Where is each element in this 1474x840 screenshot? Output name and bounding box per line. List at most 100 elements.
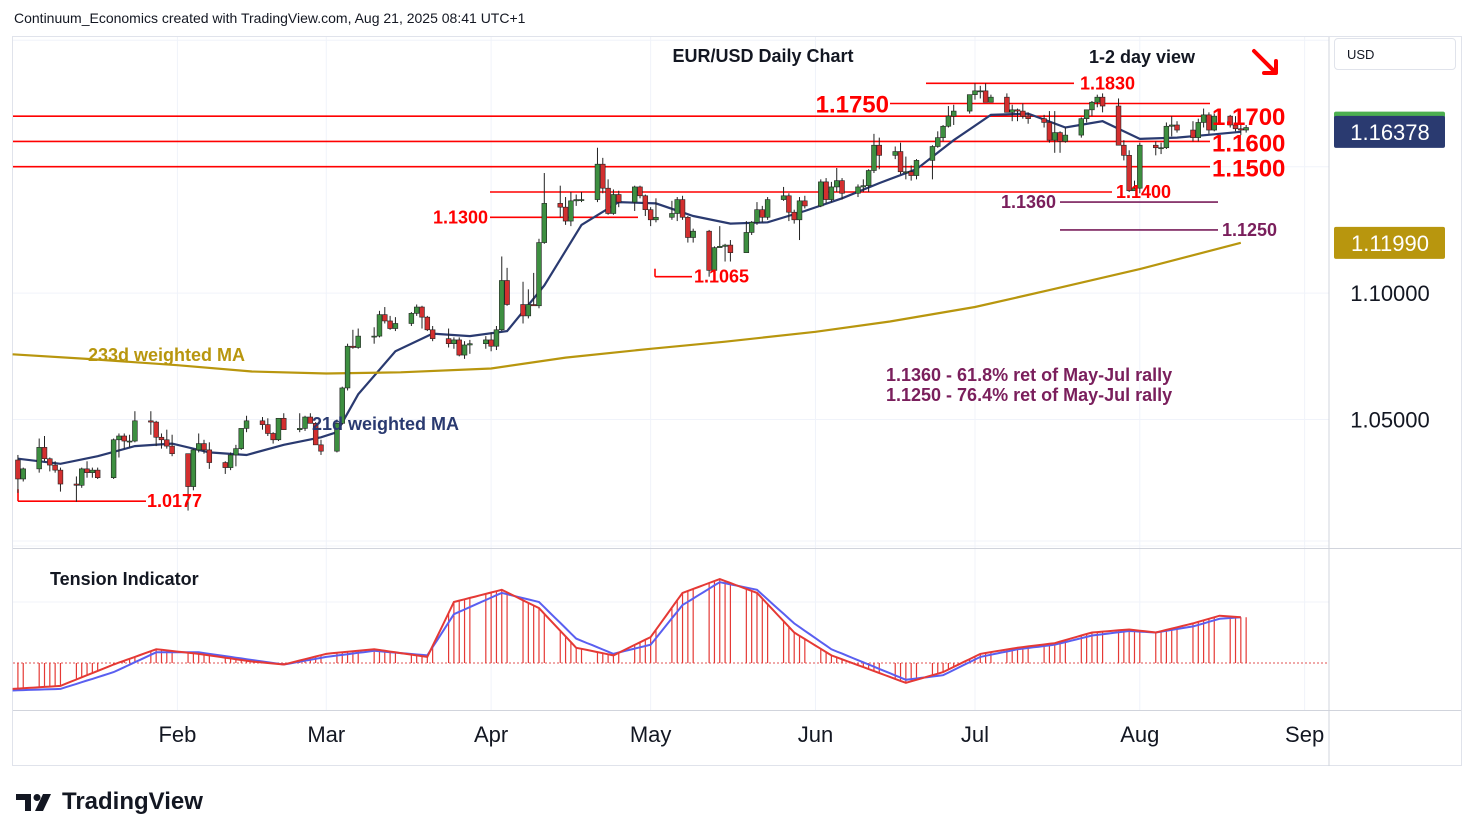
candle-body <box>408 313 415 324</box>
candle-body <box>605 187 611 214</box>
candle-body <box>355 335 361 348</box>
price-badge: 1.16378 <box>1334 115 1445 148</box>
candle <box>238 428 244 450</box>
candle-body <box>717 246 723 248</box>
candle <box>1206 112 1212 134</box>
candle <box>935 131 941 148</box>
currency-button[interactable]: USD <box>1334 38 1456 70</box>
candle <box>748 221 755 235</box>
candle-body <box>456 339 462 356</box>
candle-body <box>706 230 712 271</box>
candle-body <box>1211 115 1217 131</box>
candle <box>966 94 973 114</box>
candle-body <box>674 199 680 214</box>
candle-body <box>642 195 649 210</box>
candle <box>132 411 138 443</box>
candle <box>334 419 340 453</box>
ma-21d-label: 21d weighted MA <box>312 414 459 434</box>
candle-body <box>562 206 569 222</box>
candle <box>116 433 122 458</box>
candle-body <box>1206 114 1212 131</box>
candle-body <box>376 314 383 337</box>
candle <box>52 461 58 473</box>
candle <box>169 434 175 457</box>
candle-body <box>238 428 244 449</box>
candle <box>834 167 840 192</box>
candle <box>94 467 101 479</box>
candle-body <box>79 468 85 486</box>
candle-body <box>743 232 750 253</box>
candle <box>445 328 452 348</box>
candle <box>913 159 920 180</box>
candle-body <box>318 444 324 452</box>
candle-body <box>834 180 840 188</box>
candle-body <box>982 90 989 103</box>
candle-body <box>796 200 803 221</box>
candle-body <box>828 186 835 200</box>
candle <box>110 438 117 479</box>
candle <box>1057 131 1063 153</box>
y-tick-label: 1.10000 <box>1350 281 1430 306</box>
candle <box>818 179 824 208</box>
tension-indicator-label: Tension Indicator <box>50 569 199 589</box>
candle-body <box>1153 144 1159 149</box>
candle-body <box>424 316 431 331</box>
bearish-arrow-icon <box>1252 49 1278 75</box>
candle <box>637 185 643 199</box>
fib-76-4-annotation: 1.1250 - 76.4% ret of May-Jul rally <box>886 385 1172 405</box>
candle <box>679 195 686 220</box>
candle <box>1094 94 1100 108</box>
candle <box>1052 111 1058 153</box>
candle <box>185 453 191 511</box>
candle-body <box>116 435 122 441</box>
candle-body <box>445 338 452 345</box>
level-label-1-1700: 1.1700 <box>1212 104 1285 131</box>
candle <box>419 305 425 329</box>
candle <box>504 267 510 306</box>
tradingview-logo-icon <box>16 794 51 811</box>
candle-body <box>786 195 792 213</box>
candle <box>84 461 90 478</box>
candle <box>647 207 654 227</box>
candle <box>233 444 239 467</box>
candle <box>823 178 829 204</box>
candle <box>57 467 64 492</box>
candle <box>1232 116 1239 132</box>
level-label-1-1400: 1.1400 <box>1116 182 1171 202</box>
candle <box>164 429 170 449</box>
candle-body <box>339 387 345 424</box>
chart-title: EUR/USD Daily Chart <box>672 46 853 66</box>
candle-body <box>185 453 191 487</box>
candle <box>339 386 345 425</box>
candle <box>387 315 393 330</box>
candle <box>828 181 835 203</box>
candle-body <box>1174 124 1180 131</box>
candle-body <box>1083 109 1090 119</box>
candle <box>541 173 548 244</box>
candle <box>1126 150 1132 192</box>
candle-body <box>73 483 80 486</box>
candle-body <box>594 163 601 200</box>
candle <box>36 438 42 473</box>
candle <box>344 343 351 391</box>
candle-body <box>727 244 734 253</box>
candle-body <box>265 424 271 434</box>
candle <box>20 467 26 482</box>
candle <box>520 281 526 324</box>
candle-body <box>451 339 457 345</box>
candle <box>855 184 861 198</box>
candle <box>47 457 53 472</box>
ma-233d-label: 233d weighted MA <box>88 345 245 365</box>
candle <box>711 246 718 272</box>
level-label-1-1065: 1.1065 <box>694 267 749 287</box>
candle-body <box>57 469 64 485</box>
candle-body <box>690 230 696 238</box>
candle <box>41 435 48 462</box>
candle-body <box>121 435 127 442</box>
candle <box>265 418 271 436</box>
tradingview-logo[interactable]: TradingView <box>16 788 203 816</box>
level-label-1-1250: 1.1250 <box>1222 220 1277 240</box>
candle-body <box>1190 129 1196 138</box>
x-tick-label: Mar <box>307 722 345 747</box>
